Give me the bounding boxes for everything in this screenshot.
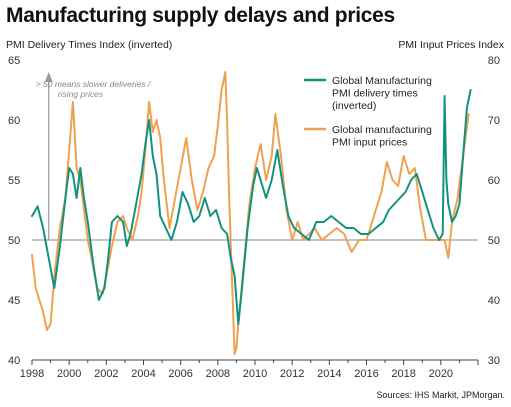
right-tick-label-40: 40 [488, 295, 500, 307]
right-tick-label-80: 80 [488, 55, 500, 67]
series-line-input-prices [31, 71, 470, 355]
x-tick-label-1998: 1998 [20, 368, 44, 380]
right-axis: 30 40 50 60 70 80 [488, 55, 500, 367]
annotation-text-line-2: rising prices [58, 89, 104, 99]
x-tick-label-2006: 2006 [168, 368, 192, 380]
left-axis: 40 45 50 55 60 65 [8, 55, 20, 367]
left-tick-label-50: 50 [8, 235, 20, 247]
right-tick-label-70: 70 [488, 115, 500, 127]
left-axis-title: PMI Delivery Times Index (inverted) [6, 39, 172, 51]
x-tick-label-2020: 2020 [429, 368, 453, 380]
right-tick-label-30: 30 [488, 355, 500, 367]
right-tick-label-60: 60 [488, 175, 500, 187]
legend: Global Manufacturing PMI delivery times (i… [304, 75, 432, 149]
x-tick-label-2002: 2002 [94, 368, 118, 380]
x-axis: 1998 2000 2002 2004 2006 2008 2010 2012 2014 2016… [20, 360, 479, 380]
series-line-delivery-times [31, 89, 472, 325]
source-note: Sources: IHS Markit, JPMorgan. [376, 390, 505, 400]
left-tick-label-65: 65 [8, 55, 20, 67]
left-tick-label-60: 60 [8, 115, 20, 127]
x-tick-label-2008: 2008 [206, 368, 230, 380]
left-tick-label-55: 55 [8, 175, 20, 187]
annotation: > 50 means slower deliveries / rising pr… [36, 72, 152, 240]
right-tick-label-50: 50 [488, 235, 500, 247]
x-tick-label-2000: 2000 [57, 368, 81, 380]
x-tick-label-2016: 2016 [354, 368, 378, 380]
x-tick-label-2010: 2010 [243, 368, 267, 380]
x-tick-label-2014: 2014 [317, 368, 341, 380]
left-tick-label-45: 45 [8, 295, 20, 307]
legend-label-input-prices: Global manufacturing PMI input prices [332, 124, 432, 149]
left-tick-label-40: 40 [8, 355, 20, 367]
x-tick-label-2012: 2012 [280, 368, 304, 380]
annotation-arrowhead [44, 72, 53, 82]
x-tick-label-2004: 2004 [131, 368, 155, 380]
legend-label-delivery: Global Manufacturing PMI delivery times (i… [332, 75, 432, 112]
chart-title: Manufacturing supply delays and prices [6, 4, 395, 27]
right-axis-title: PMI Input Prices Index [398, 39, 504, 51]
x-tick-label-2018: 2018 [391, 368, 415, 380]
series-layer [31, 71, 472, 355]
annotation-text-line-1: > 50 means slower deliveries / [36, 79, 152, 89]
